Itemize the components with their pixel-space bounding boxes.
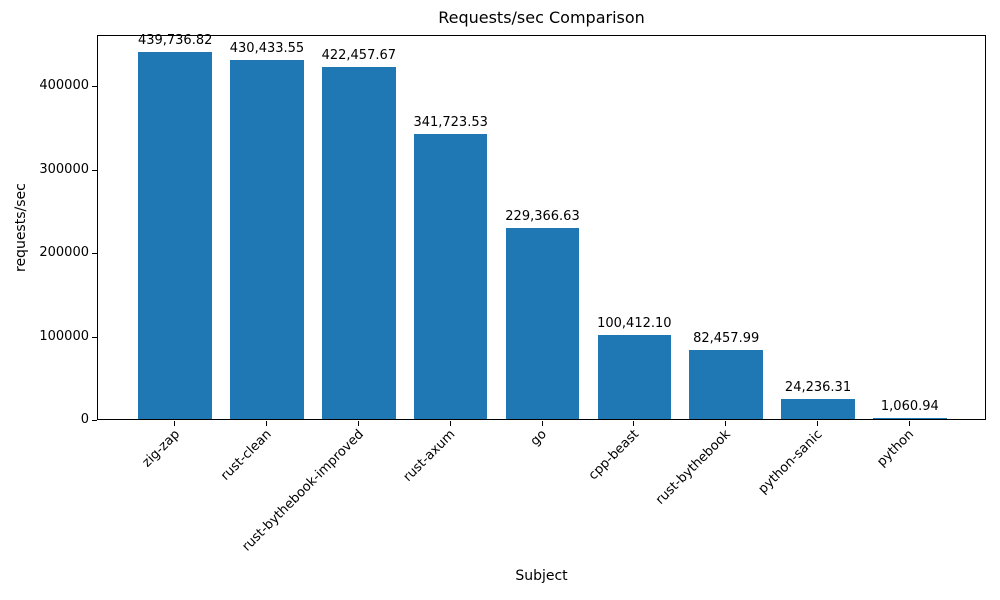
y-tick-label: 0 xyxy=(80,412,89,427)
bar-value-label: 82,457.99 xyxy=(693,331,760,347)
bar-value-label: 422,457.67 xyxy=(321,47,397,63)
bar-python-sanic xyxy=(781,398,855,419)
x-tick-mark xyxy=(725,421,727,426)
y-tick-label: 400000 xyxy=(39,78,89,94)
bar-value-label: 341,723.53 xyxy=(413,115,488,131)
bar-value-label: 439,736.82 xyxy=(137,33,213,49)
y-axis: 0 100000 200000 300000 400000 xyxy=(0,35,97,427)
y-tick-mark xyxy=(92,169,97,171)
bar-rust-bythebook-improved xyxy=(322,66,396,419)
x-tick-label: rust-bythebook xyxy=(653,427,734,508)
bar-value-label: 100,412.10 xyxy=(597,316,672,332)
y-tick-mark xyxy=(92,86,97,88)
bar-value-label: 430,433.55 xyxy=(229,41,305,57)
x-tick-label: go xyxy=(528,427,551,450)
y-tick-label: 200000 xyxy=(39,245,89,261)
x-tick-mark xyxy=(174,421,176,426)
x-tick-label: cpp-beast xyxy=(585,427,642,484)
plot-area: 439,736.82 430,433.55 422,457.67 341,723.53… xyxy=(97,33,986,420)
x-axis: zig-zap rust-clean rust-bythebook-improved… xyxy=(97,421,986,567)
bar-cpp-beast xyxy=(597,335,672,419)
x-tick-label: python xyxy=(874,427,918,470)
x-tick-mark xyxy=(817,421,819,426)
y-tick-mark xyxy=(92,336,97,338)
y-tick-label: 100000 xyxy=(39,328,89,344)
bar-rust-clean xyxy=(230,60,304,419)
x-tick-mark xyxy=(449,421,451,426)
x-tick-mark xyxy=(908,421,910,426)
chart-title: Requests/sec Comparison xyxy=(438,8,645,27)
bar-rust-axum xyxy=(413,134,488,419)
x-tick-label: zig-zap xyxy=(139,427,183,471)
x-tick-mark xyxy=(357,421,359,426)
bar-rust-bythebook xyxy=(689,350,763,419)
x-tick-label: rust-clean xyxy=(217,427,275,484)
bar-zig-zap xyxy=(138,52,212,419)
y-tick-mark xyxy=(92,253,97,255)
y-tick-mark xyxy=(92,420,97,421)
bar-value-label: 229,366.63 xyxy=(505,208,580,224)
x-tick-mark xyxy=(265,421,267,426)
bar-value-label: 24,236.31 xyxy=(784,379,852,395)
x-tick-mark xyxy=(541,421,543,426)
x-tick-mark xyxy=(633,421,635,426)
x-tick-label: rust-axum xyxy=(400,427,459,485)
bar-python xyxy=(873,418,947,419)
y-tick-label: 300000 xyxy=(39,161,89,177)
bar-go xyxy=(505,227,580,419)
bar-value-label: 1,060.94 xyxy=(880,399,939,414)
x-axis-label: Subject xyxy=(515,568,568,584)
x-tick-label: python-sanic xyxy=(755,427,826,497)
